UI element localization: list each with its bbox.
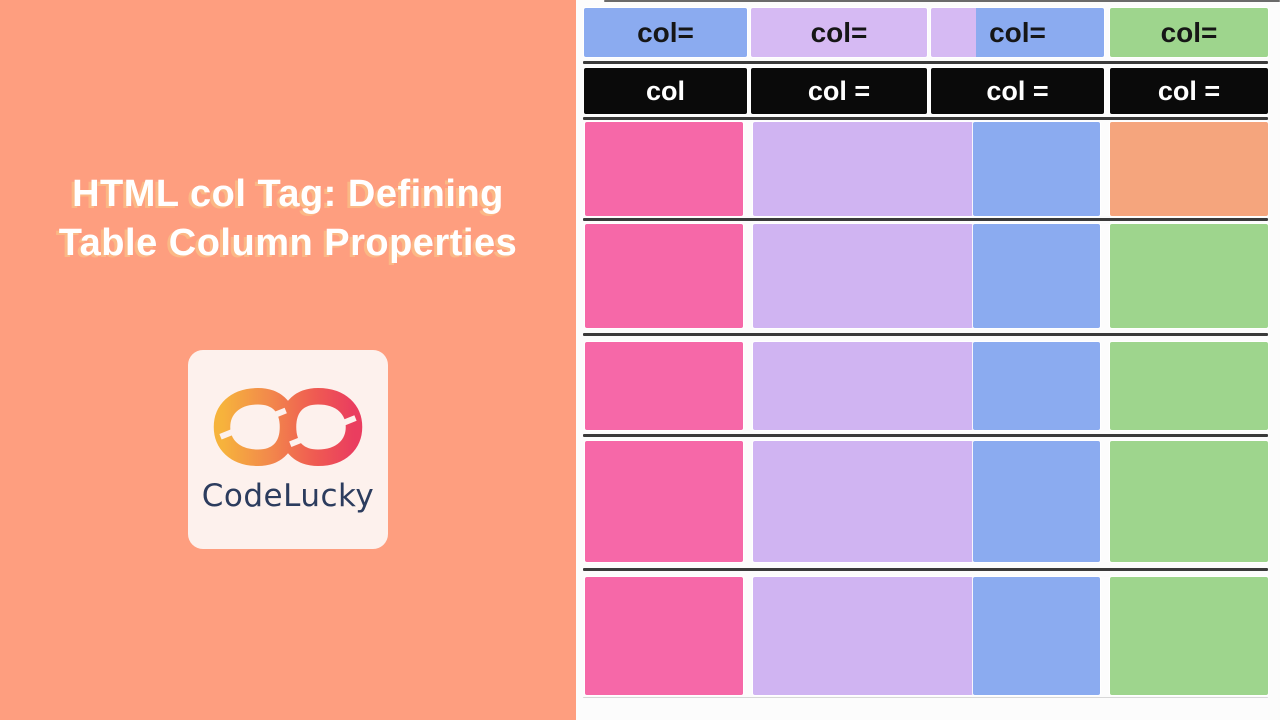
logo-card: CodeLucky xyxy=(188,350,388,549)
page-title-line2: Table Column Properties xyxy=(58,222,518,264)
body-cell xyxy=(1110,342,1268,430)
body-cell xyxy=(585,441,743,562)
left-panel: HTML col Tag: Defining Table Column Prop… xyxy=(0,0,576,720)
row-separator xyxy=(583,117,1268,120)
body-cell xyxy=(585,342,743,430)
body-cell xyxy=(753,577,973,695)
body-cell xyxy=(585,577,743,695)
body-cell xyxy=(973,224,1100,328)
body-cell xyxy=(585,122,743,216)
table-top-border xyxy=(604,0,1280,2)
body-cell xyxy=(1110,122,1268,216)
header-cell: col= xyxy=(1110,8,1268,57)
page-title: HTML col Tag: Defining Table Column Prop… xyxy=(0,170,576,268)
body-cell xyxy=(973,122,1100,216)
body-cell xyxy=(1110,224,1268,328)
unit-cell: col = xyxy=(931,68,1104,114)
table-panel: col= col= col= col= col col = col = col = xyxy=(576,0,1280,720)
unit-cell: col = xyxy=(1110,68,1268,114)
unit-cell: col = xyxy=(751,68,927,114)
body-cell xyxy=(753,342,973,430)
body-cell xyxy=(973,441,1100,562)
header-cell: col= xyxy=(751,8,927,57)
body-cell xyxy=(1110,577,1268,695)
body-cell xyxy=(973,342,1100,430)
body-cell xyxy=(753,441,973,562)
row-separator xyxy=(583,333,1268,336)
body-cell xyxy=(585,224,743,328)
header-cell: col= xyxy=(931,8,1104,57)
header-cell: col= xyxy=(584,8,747,57)
row-separator xyxy=(583,568,1268,571)
body-cell xyxy=(1110,441,1268,562)
row-separator xyxy=(583,434,1268,437)
infinity-gradient-icon xyxy=(213,387,363,467)
page-title-line1: HTML col Tag: Defining xyxy=(72,173,504,215)
body-cell xyxy=(753,122,973,216)
body-cell xyxy=(973,577,1100,695)
body-cell xyxy=(753,224,973,328)
table-bottom-border xyxy=(583,697,1268,698)
brand-wordmark: CodeLucky xyxy=(201,478,375,514)
row-separator xyxy=(583,61,1268,64)
unit-cell: col xyxy=(584,68,747,114)
row-separator xyxy=(583,218,1268,221)
